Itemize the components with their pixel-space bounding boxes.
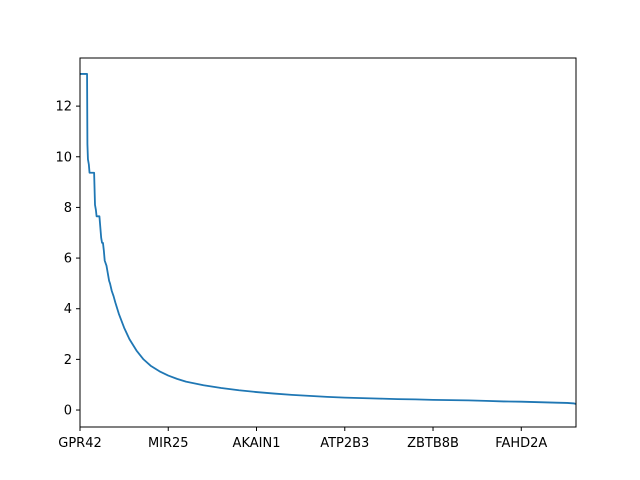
x-tick-label: ATP2B3 bbox=[320, 436, 369, 451]
x-tick-label: MIR25 bbox=[148, 436, 189, 451]
y-tick-label: 0 bbox=[64, 404, 72, 419]
series-line bbox=[80, 73, 577, 405]
axes-frame bbox=[79, 57, 577, 428]
x-tick-label: GPR42 bbox=[58, 436, 102, 451]
y-tick-label: 8 bbox=[64, 201, 72, 216]
y-axis: 0 2 4 6 8 10 12 bbox=[55, 100, 80, 419]
y-tick-label: 12 bbox=[55, 100, 72, 115]
plot-area bbox=[79, 57, 577, 428]
y-tick-label: 2 bbox=[64, 353, 72, 368]
x-tick-label: AKAIN1 bbox=[233, 436, 281, 451]
x-tick-label: FAHD2A bbox=[495, 436, 547, 451]
x-axis: GPR42 MIR25 AKAIN1 ATP2B3 ZBTB8B FAHD2A bbox=[58, 427, 547, 451]
x-tick-label: ZBTB8B bbox=[407, 436, 459, 451]
y-tick-label: 10 bbox=[55, 150, 72, 165]
y-tick-label: 6 bbox=[64, 252, 72, 267]
y-tick-label: 4 bbox=[64, 302, 72, 317]
